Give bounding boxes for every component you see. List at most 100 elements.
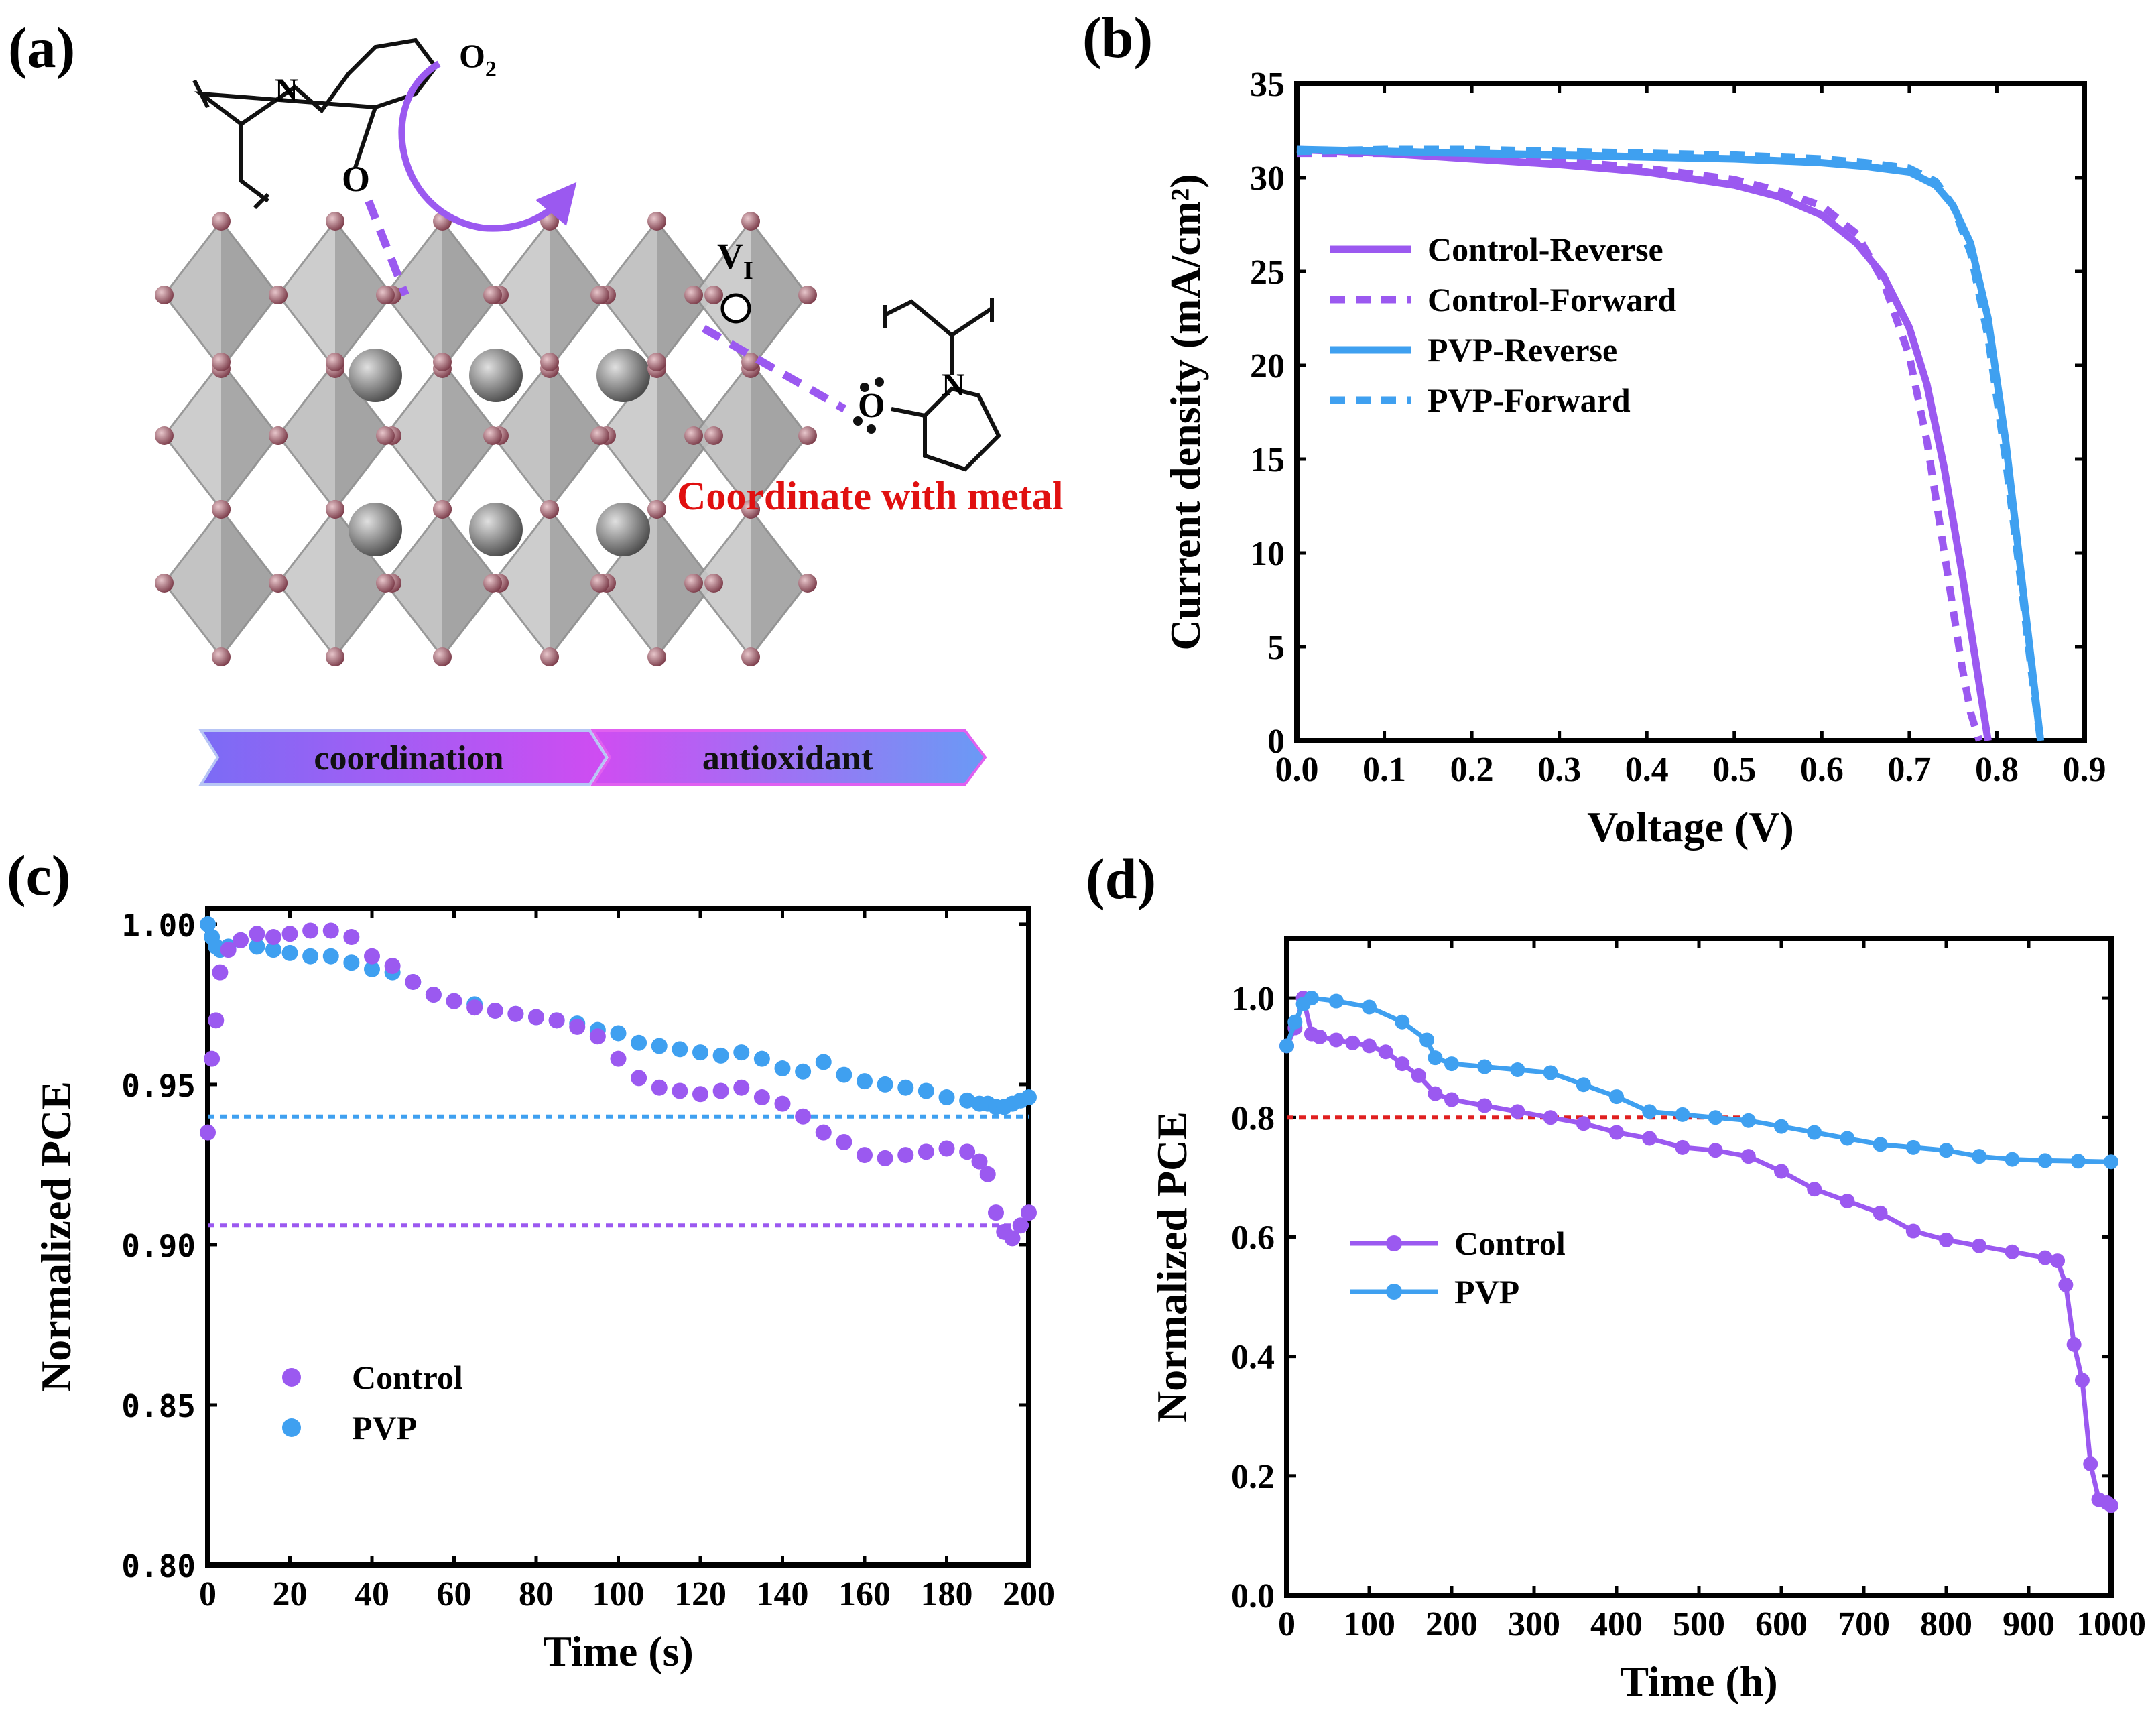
data-point-pvp	[249, 938, 265, 955]
data-point-control	[815, 1124, 832, 1141]
data-point-pvp	[200, 916, 216, 932]
data-point-control	[1345, 1035, 1360, 1050]
halide-atom	[483, 574, 502, 593]
atom-n-top: N	[275, 72, 298, 108]
panel-c: 0 20 40 60 80 100 120 140 160 180 200 0.80 0.85 0.90 0…	[7, 843, 1055, 1675]
legend-marker	[1386, 1235, 1402, 1251]
x-tick-label: 200	[1003, 1575, 1055, 1613]
data-point-control	[249, 926, 265, 942]
data-point-control	[2066, 1337, 2082, 1352]
x-tick-label: 180	[921, 1575, 973, 1613]
data-point-control	[877, 1150, 893, 1166]
halide-atom	[326, 500, 344, 519]
data-point-control	[1477, 1098, 1493, 1113]
x-tick-label: 900	[2003, 1605, 2055, 1644]
octahedron-shade	[221, 221, 278, 369]
pvp-fragment-right	[883, 298, 1001, 472]
y-tick-label: 1.0	[1231, 980, 1275, 1018]
coordination-bond-top	[365, 199, 409, 297]
a-site-cation	[596, 503, 650, 556]
y-tick-label: 0.6	[1231, 1219, 1275, 1257]
y-tick-label: 35	[1250, 66, 1285, 104]
octahedron-shade	[442, 362, 499, 509]
data-point-pvp	[364, 960, 380, 977]
octahedron-shade	[221, 509, 278, 657]
coordination-bond-right	[702, 324, 846, 413]
legend-label: Control	[352, 1359, 463, 1396]
halide-atom	[647, 212, 666, 231]
x-tick-label: 100	[592, 1575, 645, 1613]
halide-atom	[269, 574, 288, 593]
data-point-control	[2050, 1253, 2066, 1269]
data-point-pvp	[302, 948, 319, 965]
panel-a-label: (a)	[8, 15, 75, 80]
backbone-brackets-right	[883, 298, 994, 328]
data-point-pvp	[836, 1066, 852, 1083]
data-point-pvp	[815, 1054, 832, 1070]
octahedron-shade	[335, 362, 392, 509]
data-point-control	[672, 1082, 688, 1099]
data-point-control	[1411, 1068, 1426, 1083]
y-tick-label: 0.85	[121, 1388, 196, 1424]
data-point-control	[1905, 1223, 1921, 1239]
x-tick-label: 0.7	[1887, 751, 1931, 789]
polymer-backbone	[239, 124, 269, 203]
plot-frame	[205, 906, 1031, 1568]
octahedron-shade	[335, 221, 392, 369]
x-tick-label: 0	[1278, 1605, 1295, 1644]
oxygen-deflect-arrow	[398, 60, 577, 232]
x-tick-label: 400	[1590, 1605, 1643, 1644]
data-point-control	[569, 1018, 586, 1035]
perovskite-lattice	[155, 212, 817, 666]
data-point-pvp	[2104, 1154, 2118, 1170]
x-tick-label: 600	[1755, 1605, 1808, 1644]
x-axis-title: Voltage (V)	[1587, 803, 1794, 851]
data-point-pvp	[1304, 991, 1319, 1006]
x-tick-label: 0	[199, 1575, 216, 1613]
y-tick-label: 0.4	[1231, 1339, 1275, 1377]
halide-atom	[704, 426, 723, 445]
data-point-pvp	[917, 1082, 934, 1099]
data-point-control	[233, 932, 249, 948]
halide-atom	[684, 574, 703, 593]
data-point-control	[507, 1005, 524, 1022]
data-point-control	[988, 1204, 1004, 1221]
legend-label: PVP	[352, 1409, 417, 1446]
halide-atom	[647, 500, 666, 519]
halide-atom	[212, 500, 231, 519]
lone-pairs	[853, 377, 884, 434]
data-point-pvp	[712, 1047, 729, 1064]
pvp-fragment-top	[192, 38, 438, 210]
y-axis-title: Normalized PCE	[1148, 1111, 1196, 1422]
y-axis-title: Normalized PCE	[32, 1081, 80, 1392]
panel-b: 0.0 0.1 0.2 0.3 0.4 0.5 0.6 0.7 0.8 0.9 0 5 10 15 20 25…	[1082, 5, 2106, 851]
octahedron-shade	[751, 509, 808, 657]
data-point-control	[1576, 1116, 1591, 1131]
data-point-control	[1642, 1131, 1657, 1146]
halide-atom	[704, 286, 723, 304]
data-point-control	[2083, 1456, 2098, 1471]
octahedron-shade	[751, 221, 808, 369]
data-point-control	[753, 1089, 770, 1106]
plot-frame	[1294, 81, 2087, 743]
data-point-pvp	[672, 1041, 688, 1058]
data-point-control	[2037, 1250, 2053, 1265]
a-site-cation	[469, 503, 523, 556]
data-point-control	[364, 948, 380, 965]
data-point-control	[774, 1095, 791, 1112]
data-point-pvp	[631, 1034, 647, 1051]
data-point-control	[938, 1140, 955, 1157]
data-point-control	[1444, 1092, 1459, 1107]
data-point-control	[2058, 1277, 2074, 1292]
carbonyl-bond	[353, 107, 377, 168]
x-tick-label: 140	[757, 1575, 809, 1613]
y-tick-label: 25	[1250, 253, 1285, 292]
octahedron-shade	[550, 362, 607, 509]
backbone-ends	[192, 79, 270, 210]
legend-label: PVP-Forward	[1428, 381, 1631, 419]
data-point-pvp	[1287, 1014, 1303, 1030]
data-point-control	[1807, 1182, 1822, 1197]
data-point-control	[302, 922, 319, 939]
halide-atom	[540, 647, 559, 666]
